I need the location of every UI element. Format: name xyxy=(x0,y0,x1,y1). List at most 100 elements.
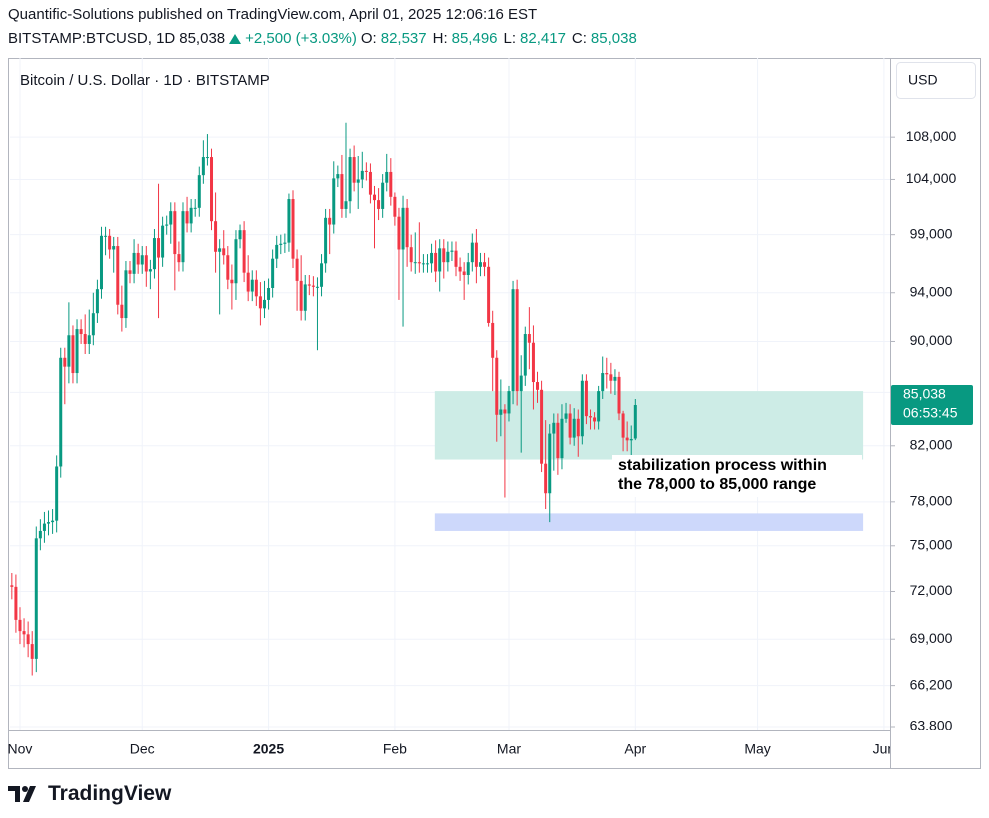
candle-body xyxy=(47,522,51,524)
ohlc: O: 82,537 H: 85,496 L: 82,417 C: 85,038 xyxy=(361,30,639,47)
candle-body xyxy=(230,279,234,284)
ohlc-value: 82,417 xyxy=(520,30,566,47)
ohlc-key: H: xyxy=(432,30,448,47)
symbol-line: BITSTAMP:BTCUSD, 1D 85,038 +2,500 (+3.03… xyxy=(8,30,639,47)
candle-body xyxy=(483,262,487,267)
candle-body xyxy=(14,586,18,620)
annotation-box xyxy=(612,455,862,497)
candle-body xyxy=(291,199,295,259)
candle-body xyxy=(560,418,564,459)
candle-body xyxy=(320,263,324,287)
brand-name: TradingView xyxy=(48,782,172,805)
x-tick-label: May xyxy=(744,741,770,757)
candle-body xyxy=(523,334,527,376)
candle-body xyxy=(540,389,544,464)
candle-body xyxy=(527,334,531,343)
candle-body xyxy=(340,174,344,209)
candle-body xyxy=(30,644,34,659)
candle-body xyxy=(59,357,63,467)
candle-body xyxy=(421,263,425,265)
candle-body xyxy=(478,262,482,267)
candle-body xyxy=(593,417,597,422)
ohlc-key: O: xyxy=(360,30,377,47)
price-axis: 63,800 66,200 69,000 72,000 75,000 78,000 82,0… xyxy=(890,128,957,730)
candle-body xyxy=(389,171,393,197)
chart-title: Bitcoin / U.S. Dollar · 1D · BITSTAMP xyxy=(20,72,270,89)
candle-body xyxy=(120,304,124,319)
candle-body xyxy=(144,255,148,272)
y-tick-label: 66,200 xyxy=(910,676,953,692)
candle-body xyxy=(430,252,434,264)
brand-icon xyxy=(8,786,36,802)
candle-body xyxy=(181,211,185,263)
candle-body xyxy=(91,313,95,336)
candle-body xyxy=(99,235,103,290)
x-tick-label: Nov xyxy=(8,741,33,757)
ohlc-value: 85,038 xyxy=(590,30,637,47)
candle-body xyxy=(499,409,503,415)
candle-body xyxy=(381,182,385,209)
candle-body xyxy=(75,329,79,374)
ohlc-key: C: xyxy=(571,30,587,47)
candle-body xyxy=(311,285,315,287)
y-tick-label: 69,000 xyxy=(910,630,953,646)
candle-body xyxy=(531,342,535,383)
candle-body xyxy=(67,335,71,367)
annotation-text: the 78,000 to 85,000 range xyxy=(618,476,816,493)
candle-body xyxy=(405,207,409,248)
candle-body xyxy=(458,266,462,272)
candle-body xyxy=(87,335,91,344)
candle-body xyxy=(633,405,637,439)
candle-body xyxy=(605,373,609,375)
x-tick-label: Jun xyxy=(873,741,896,757)
candle-body xyxy=(487,266,491,323)
candle-body xyxy=(519,375,523,392)
currency-label[interactable]: USD xyxy=(908,72,938,88)
candle-body xyxy=(271,258,275,288)
candle-body xyxy=(108,235,112,250)
candle-body xyxy=(315,286,319,288)
candle-body xyxy=(55,466,59,521)
candle-body xyxy=(26,634,30,645)
candle-body xyxy=(442,248,446,263)
candle-body xyxy=(332,178,336,225)
candle-body xyxy=(564,413,568,419)
candle-body xyxy=(279,243,283,245)
y-tick-label: 99,000 xyxy=(910,225,953,241)
candle-body xyxy=(548,433,552,494)
candle-body xyxy=(22,631,26,635)
candle-body xyxy=(356,179,360,183)
candle-body xyxy=(42,523,46,531)
candle-body xyxy=(205,157,209,159)
x-tick-label: Apr xyxy=(624,741,646,757)
candle-body xyxy=(83,334,87,344)
annotation-text: stabilization process within xyxy=(618,457,827,474)
zone xyxy=(434,513,864,531)
published-line: Quantific-Solutions published on Trading… xyxy=(8,6,538,23)
candle-body xyxy=(409,247,413,263)
candle-body xyxy=(197,175,201,208)
candle-body xyxy=(161,225,165,258)
y-tick-label: 82,000 xyxy=(910,436,953,452)
candle-body xyxy=(63,357,67,367)
symbol: BITSTAMP:BTCUSD, 1D xyxy=(8,30,176,47)
y-tick-label: 104,000 xyxy=(906,170,957,186)
candle-body xyxy=(552,422,556,434)
y-tick-label: 90,000 xyxy=(910,332,953,348)
candle-body xyxy=(218,248,222,252)
candle-body xyxy=(491,322,495,358)
candle-body xyxy=(246,272,250,292)
candle-body xyxy=(201,157,205,176)
currency-button[interactable] xyxy=(896,62,976,99)
candle-body xyxy=(507,391,511,414)
candle-body xyxy=(385,171,389,183)
candle-body xyxy=(189,207,193,224)
candle-body xyxy=(360,170,364,180)
candle-body xyxy=(258,296,262,309)
candle-body xyxy=(625,437,629,441)
candle-body xyxy=(116,246,120,305)
candle-body xyxy=(238,230,242,240)
candle-body xyxy=(536,382,540,390)
candle-body xyxy=(299,280,303,311)
candle-body xyxy=(393,196,397,217)
